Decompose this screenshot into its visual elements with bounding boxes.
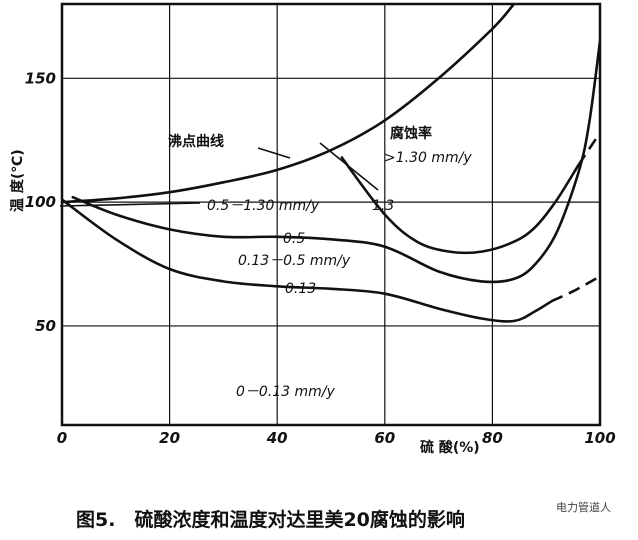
curves bbox=[62, 4, 600, 323]
curve-2 bbox=[71, 39, 600, 284]
x-tick-label-2: 40 bbox=[266, 429, 288, 447]
label-0-5-1-30: 0.5－1.30 mm/y bbox=[207, 198, 320, 214]
rate-leader-line bbox=[319, 142, 379, 191]
plot-border bbox=[60, 2, 602, 427]
label-1-3: 1.3 bbox=[372, 198, 394, 214]
label-leader-left bbox=[59, 202, 201, 207]
label-0-13-0-5: 0.13－0.5 mm/y bbox=[238, 253, 351, 269]
x-tick-label-4: 80 bbox=[482, 429, 503, 447]
y-tick-label-1: 100 bbox=[25, 193, 56, 211]
rate-high-label: >1.30 mm/y bbox=[384, 150, 472, 166]
boiling-curve-label: 沸点曲线 bbox=[168, 133, 224, 150]
y-tick-label-0: 50 bbox=[35, 317, 56, 335]
watermark: 电力管道人 bbox=[556, 500, 611, 514]
boiling-leader-line bbox=[257, 147, 291, 159]
x-tick-label-1: 20 bbox=[159, 429, 180, 447]
corrosion-rate-label: 腐蚀率 bbox=[390, 125, 432, 142]
x-tick-label-5: 100 bbox=[584, 429, 615, 447]
curve-1 bbox=[340, 156, 580, 255]
y-axis-label: 温 度(℃) bbox=[9, 149, 26, 212]
label-0-5: 0.5 bbox=[283, 231, 305, 247]
curve-0 bbox=[62, 4, 516, 204]
tick-labels: 0 20 40 60 80 100 50 100 150 bbox=[25, 69, 616, 447]
label-0-0-13: 0－0.13 mm/y bbox=[236, 384, 336, 400]
curve-3-dashed bbox=[551, 275, 600, 303]
y-tick-label-2: 150 bbox=[25, 69, 56, 87]
curve-3 bbox=[62, 198, 553, 323]
label-0-13: 0.13 bbox=[285, 281, 316, 297]
plot-frame bbox=[60, 2, 602, 427]
figure-caption: 图5. 硫酸浓度和温度对达里美20腐蚀的影响 bbox=[76, 508, 465, 531]
grid bbox=[62, 4, 600, 425]
x-axis-label: 硫 酸(%) bbox=[420, 439, 480, 456]
x-tick-label-3: 60 bbox=[374, 429, 395, 447]
x-tick-label-0: 0 bbox=[57, 429, 67, 447]
